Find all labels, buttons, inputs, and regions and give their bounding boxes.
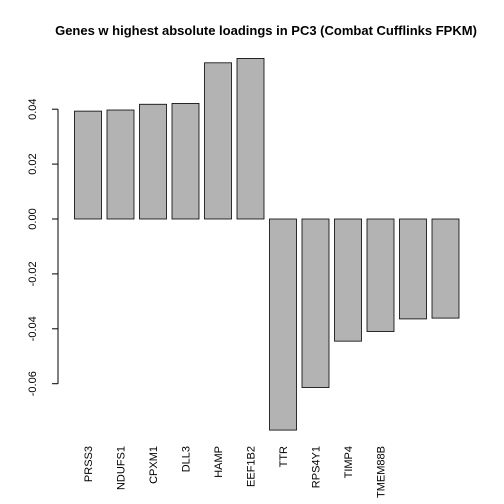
y-tick-label: -0.06	[27, 371, 39, 396]
bar	[366, 218, 395, 332]
y-tick-label: -0.02	[27, 261, 39, 286]
bar	[204, 62, 232, 220]
bar	[431, 218, 460, 319]
x-category-label: TMEM88B	[376, 446, 388, 498]
x-category-label: EEF1B2	[246, 446, 258, 487]
x-category-label: CPXM1	[148, 446, 160, 484]
bar	[74, 110, 102, 220]
y-tick-label: 0.02	[27, 153, 39, 174]
bar	[301, 218, 330, 388]
bar	[236, 58, 265, 220]
x-category-label: DLL3	[181, 446, 193, 472]
bar	[106, 109, 135, 220]
bar	[171, 103, 200, 220]
x-category-label: NDUFS1	[116, 446, 128, 490]
x-category-label: TTR	[278, 446, 290, 467]
x-category-label: PRSS3	[83, 446, 95, 482]
bar	[139, 103, 167, 220]
y-tick-label: 0.00	[27, 208, 39, 229]
x-category-label: HAMP	[213, 446, 225, 478]
bar	[269, 218, 297, 431]
chart-title: Genes w highest absolute loadings in PC3…	[55, 23, 477, 38]
bars	[74, 58, 460, 431]
x-axis-labels: PRSS3 NDUFS1 CPXM1 DLL3 HAMP EEF1B2 TTR RPS4Y1 T…	[83, 446, 388, 498]
bar	[334, 218, 362, 342]
y-tick-label: -0.04	[27, 316, 39, 341]
y-axis: -0.06 -0.04 -0.02 0.00 0.02 0.04	[27, 98, 59, 396]
bar	[399, 218, 427, 320]
x-category-label: RPS4Y1	[311, 446, 323, 488]
x-category-label: TIMP4	[343, 446, 355, 478]
y-tick-label: 0.04	[27, 98, 39, 119]
